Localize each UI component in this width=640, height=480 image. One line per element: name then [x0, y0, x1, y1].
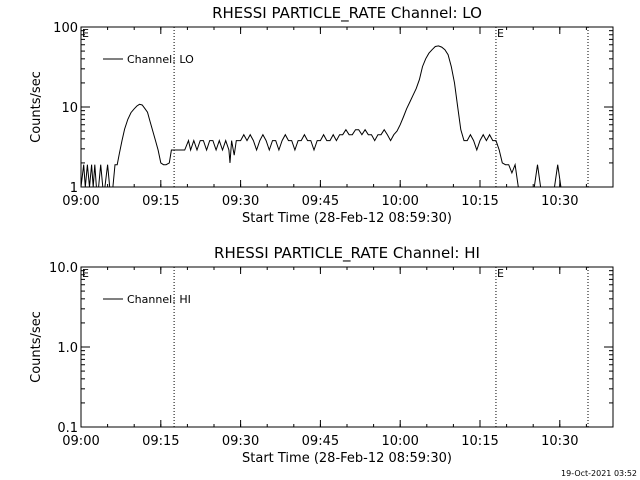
- x-tick-label-10-15: 10:15: [461, 194, 498, 209]
- y-tick-label-1: 1: [70, 181, 78, 196]
- x-tick-label-09-30: 09:30: [222, 434, 259, 449]
- y-tick-label-1-0: 1.0: [57, 341, 78, 356]
- x-tick-label-09-45: 09:45: [302, 434, 339, 449]
- x-tick-label-10-00: 10:00: [381, 194, 418, 209]
- series-line-channel-lo: [81, 45, 562, 187]
- chart-title: RHESSI PARTICLE_RATE Channel: LO: [212, 4, 482, 23]
- x-tick-label-09-45: 09:45: [302, 194, 339, 209]
- legend-label: Channel: HI: [127, 293, 191, 306]
- y-tick-label-10-0: 10.0: [49, 261, 78, 276]
- plot-frame: [80, 266, 614, 428]
- marker-e: E: [82, 27, 89, 40]
- x-axis-label: Start Time (28-Feb-12 08:59:30): [242, 211, 452, 226]
- x-tick-label-09-15: 09:15: [142, 194, 179, 209]
- y-axis-label: Counts/sec: [29, 71, 44, 143]
- marker-e: E: [497, 267, 504, 280]
- x-tick-label-10-00: 10:00: [381, 434, 418, 449]
- x-tick-label-09-00: 09:00: [62, 434, 99, 449]
- marker-e: E: [497, 27, 504, 40]
- panel-hi: RHESSI PARTICLE_RATE Channel: HI 09:00 09:…: [29, 244, 614, 466]
- chart-title: RHESSI PARTICLE_RATE Channel: HI: [214, 244, 480, 263]
- x-tick-label-09-30: 09:30: [222, 194, 259, 209]
- x-tick-label-09-15: 09:15: [142, 434, 179, 449]
- x-tick-label-09-00: 09:00: [62, 194, 99, 209]
- y-tick-label-0-1: 0.1: [57, 421, 78, 436]
- x-tick-label-10-30: 10:30: [541, 434, 578, 449]
- y-tick-label-100: 100: [53, 21, 78, 36]
- y-tick-label-10: 10: [61, 101, 78, 116]
- y-axis-label: Counts/sec: [29, 311, 44, 383]
- x-tick-label-10-15: 10:15: [461, 434, 498, 449]
- panel-lo: RHESSI PARTICLE_RATE Channel: LO 09:00 09:…: [29, 4, 614, 226]
- x-axis-label: Start Time (28-Feb-12 08:59:30): [242, 451, 452, 466]
- x-tick-label-10-30: 10:30: [541, 194, 578, 209]
- marker-e: E: [82, 267, 89, 280]
- legend-label: Channel: LO: [127, 53, 194, 66]
- footer-timestamp: 19-Oct-2021 03:52: [561, 469, 637, 478]
